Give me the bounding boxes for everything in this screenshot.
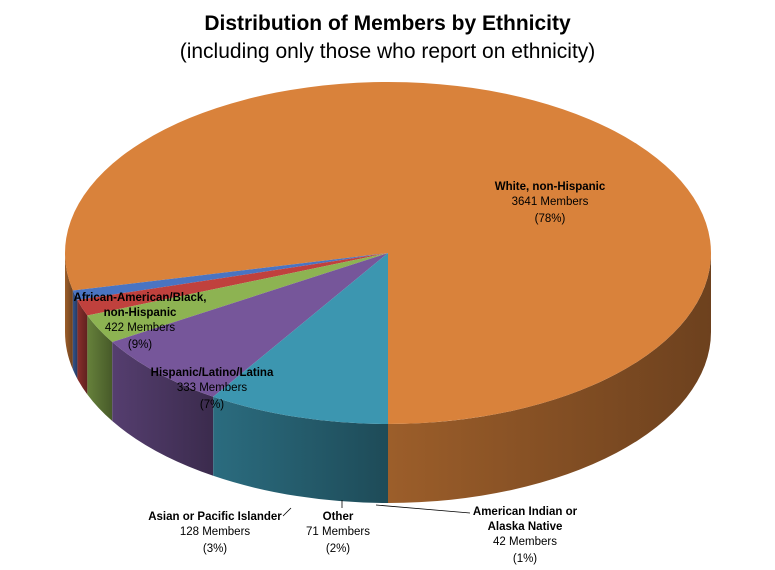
slice-count-asian-or-pacific-islander: 128 Members (180, 526, 251, 538)
pie-top-faces (65, 82, 712, 424)
slice-count-american-indian-or-alaska-native: 42 Members (493, 536, 557, 548)
leader-line-american-indian-or-alaska-native (375, 504, 471, 514)
pie-side-hispanic-latino-latina (112, 342, 214, 476)
pie-side-african-american-black-non-hispanic (213, 396, 388, 503)
slice-percent-other: (2%) (326, 543, 350, 555)
slice-label-other: Other (323, 511, 354, 523)
pie-side-white-non-hispanic (388, 253, 711, 503)
slice-count-white-non-hispanic: 3641 Members (512, 196, 589, 208)
slice-label-african-american-black-non-hispanic: African-American/Black, (74, 292, 207, 304)
slice-label-hispanic-latino-latina: Hispanic/Latino/Latina (151, 367, 274, 379)
pie-slice-african-american-black-non-hispanic (213, 253, 388, 424)
chart-subtitle: (including only those who report on ethn… (179, 40, 596, 63)
slice-label-american-indian-or-alaska-native: American Indian or (473, 506, 578, 518)
slice-percent-african-american-black-non-hispanic: (9%) (128, 339, 152, 351)
pie-slice-hispanic-latino-latina (112, 253, 388, 397)
slice-count-african-american-black-non-hispanic: 422 Members (105, 322, 176, 334)
pie-side-white-non-hispanic (65, 253, 73, 370)
slice-label-asian-or-pacific-islander: Asian or Pacific Islander (148, 511, 282, 523)
leader-line-asian-or-pacific-islander (282, 507, 292, 517)
pie-side-asian-or-pacific-islander (87, 315, 113, 422)
slice-count-other: 71 Members (306, 526, 370, 538)
pie-side-american-indian-or-alaska-native (72, 290, 78, 379)
slice-percent-white-non-hispanic: (78%) (535, 213, 566, 225)
slice-percent-hispanic-latino-latina: (7%) (200, 399, 224, 411)
pie-side-walls (65, 253, 711, 503)
pie-slice-asian-or-pacific-islander (87, 253, 388, 343)
chart-title: Distribution of Members by Ethnicity (204, 12, 571, 35)
slice-label-american-indian-or-alaska-native-2: Alaska Native (488, 521, 563, 533)
pie-side-other (77, 299, 88, 395)
slice-percent-american-indian-or-alaska-native: (1%) (513, 553, 537, 565)
slice-label-white-non-hispanic: White, non-Hispanic (495, 181, 606, 193)
pie-slice-other (77, 253, 388, 316)
slice-label-african-american-black-non-hispanic-2: non-Hispanic (104, 307, 177, 319)
slice-count-hispanic-latino-latina: 333 Members (177, 382, 248, 394)
slice-percent-asian-or-pacific-islander: (3%) (203, 543, 227, 555)
slice-labels: White, non-Hispanic 3641 Members (78%) Amer… (74, 181, 606, 565)
pie-slice-american-indian-or-alaska-native (72, 253, 388, 300)
